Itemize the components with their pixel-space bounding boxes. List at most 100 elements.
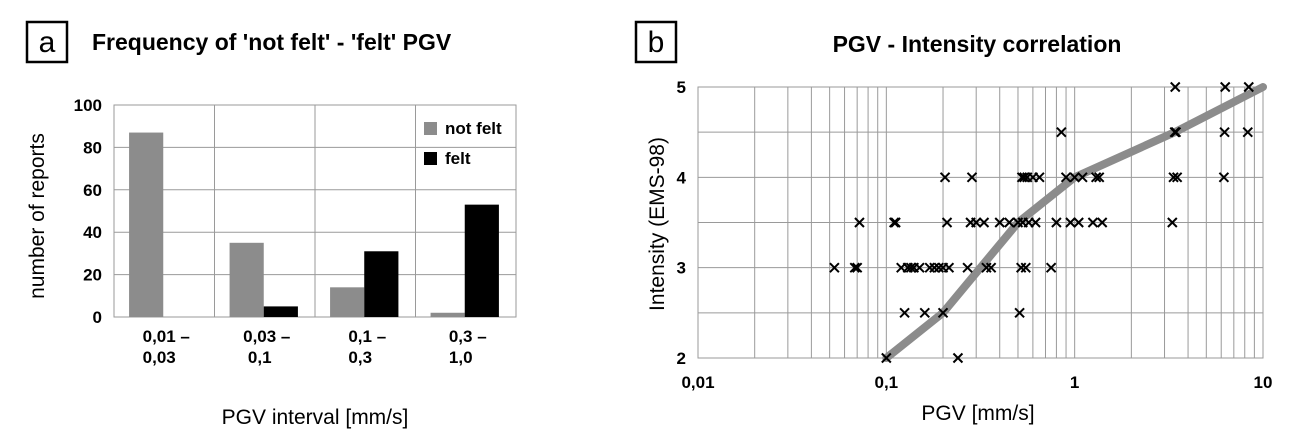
- category-label-line2: 0,03: [143, 348, 176, 367]
- data-point: [1096, 217, 1108, 228]
- data-point: [1045, 262, 1057, 273]
- data-point: [829, 262, 840, 273]
- panel-a: a Frequency of 'not felt' - 'felt' PGV P…: [25, 20, 517, 429]
- data-point: [919, 307, 930, 319]
- data-point: [970, 217, 982, 228]
- data-point: [899, 307, 910, 319]
- data-point: [1060, 172, 1072, 183]
- data-point: [1171, 172, 1183, 183]
- data-point: [966, 172, 978, 183]
- data-point: [952, 352, 964, 364]
- data-point: [943, 262, 955, 273]
- data-point: [854, 217, 865, 228]
- data-point: [849, 262, 860, 273]
- data-point: [1014, 307, 1025, 319]
- data-point: [881, 352, 892, 364]
- category-label-line2: 1,0: [449, 348, 473, 367]
- legend-swatch-not-felt: [424, 122, 437, 135]
- bar-not-felt-3: [330, 287, 365, 317]
- x-tick-label: 0,1: [875, 373, 899, 392]
- data-point: [905, 262, 917, 273]
- bar-felt-4: [464, 204, 499, 317]
- data-point: [1094, 172, 1105, 183]
- panel-a-letter-box: [25, 20, 69, 64]
- data-point: [1243, 81, 1254, 93]
- data-point: [1030, 217, 1041, 228]
- x-tick-label: 0,01: [681, 373, 714, 392]
- data-point: [1170, 81, 1181, 93]
- data-point: [1077, 172, 1088, 183]
- y-tick-label: 3: [677, 259, 686, 278]
- data-point: [1019, 172, 1030, 183]
- category-label-line2: 0,3: [348, 348, 372, 367]
- panel-a-xlabel: PGV interval [mm/s]: [222, 406, 409, 429]
- data-point: [1170, 126, 1182, 138]
- data-point: [937, 307, 949, 319]
- panel-b-letter-box: [634, 20, 678, 64]
- data-point: [1087, 217, 1099, 228]
- data-point: [1218, 172, 1230, 183]
- panel-b-letter: b: [648, 26, 665, 59]
- panel-b-title: PGV - Intensity correlation: [833, 31, 1122, 57]
- x-tick-label: 1: [1070, 373, 1079, 392]
- data-point: [1073, 217, 1084, 228]
- bar-felt-2: [263, 306, 298, 317]
- panel-a-ylabel: number of reports: [26, 133, 49, 299]
- legend-label-not-felt: not felt: [445, 119, 502, 138]
- category-label-line1: 0,1 –: [348, 327, 386, 346]
- y-tick-label: 0: [93, 308, 102, 327]
- y-tick-label: 80: [83, 138, 102, 157]
- x-tick-label: 10: [1254, 373, 1273, 392]
- category-label-line1: 0,3 –: [449, 327, 487, 346]
- data-point: [851, 262, 863, 273]
- panel-b-plot-area: 0,01 0,1 1 10 2 3 4 5: [677, 78, 1273, 392]
- data-point: [962, 262, 973, 273]
- legend-label-felt: felt: [445, 149, 471, 168]
- panel-a-legend: not felt felt: [424, 119, 502, 168]
- y-tick-label: 20: [83, 266, 102, 285]
- legend-swatch-felt: [424, 152, 437, 165]
- data-point: [1020, 262, 1031, 273]
- data-point: [1051, 217, 1062, 228]
- y-tick-label: 2: [677, 349, 686, 368]
- y-tick-label: 40: [83, 223, 102, 242]
- bar-not-felt-1: [129, 132, 164, 317]
- data-point: [1056, 126, 1067, 138]
- data-point: [1034, 172, 1045, 183]
- plot-frame: [113, 104, 517, 318]
- category-label-line1: 0,01 –: [143, 327, 190, 346]
- bar-not-felt-4: [430, 312, 465, 317]
- data-point: [1167, 217, 1178, 228]
- data-point: [1065, 217, 1076, 228]
- data-point: [1220, 81, 1231, 93]
- bar-not-felt-2: [229, 242, 264, 317]
- data-point: [1242, 126, 1253, 138]
- data-point: [941, 217, 953, 228]
- panel-a-letter: a: [39, 26, 56, 59]
- panel-a-title: Frequency of 'not felt' - 'felt' PGV: [92, 29, 452, 55]
- category-label-line1: 0,03 –: [243, 327, 290, 346]
- y-tick-label: 5: [677, 78, 686, 97]
- bar-felt-3: [364, 251, 399, 317]
- data-point: [1168, 172, 1179, 183]
- data-point: [888, 217, 900, 228]
- data-point: [985, 262, 997, 273]
- data-point: [1219, 126, 1230, 138]
- data-point: [933, 262, 945, 273]
- panel-b-xlabel: PGV [mm/s]: [921, 402, 1034, 425]
- data-point: [1004, 217, 1015, 228]
- plot-frame: [697, 86, 1264, 359]
- data-point: [994, 217, 1005, 228]
- data-point: [978, 217, 990, 228]
- data-point: [890, 217, 901, 228]
- panel-b-ylabel: Intensity (EMS-98): [646, 137, 669, 311]
- data-point: [1090, 172, 1102, 183]
- data-point: [1069, 172, 1080, 183]
- data-point: [929, 262, 940, 273]
- category-label-line2: 0,1: [248, 348, 272, 367]
- trend-line: [882, 83, 1267, 362]
- y-tick-label: 4: [677, 168, 687, 187]
- panel-a-plot-area: 0 20 40 60 80 100 0,01 – 0,03 0,03 – 0,1 0,1 – 0,3 0…: [74, 96, 517, 367]
- data-point: [939, 172, 951, 183]
